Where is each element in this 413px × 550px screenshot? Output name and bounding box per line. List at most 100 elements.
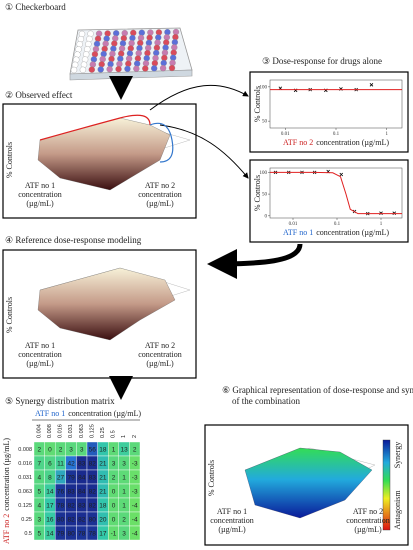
arrow (207, 243, 303, 279)
well (110, 45, 117, 52)
row-label: 0.125 (18, 503, 32, 509)
cell-value: -1 (111, 530, 117, 537)
well (129, 34, 136, 42)
plot-frame (269, 167, 403, 219)
x-tick-label: 1 (385, 132, 388, 137)
axis-label: (µg/mL) (354, 525, 382, 534)
arrow (159, 124, 249, 179)
x-tick-label: 0.01 (281, 132, 290, 137)
cell-value: 3 (112, 460, 116, 467)
column-label: 0.5 (111, 430, 117, 438)
well (127, 45, 134, 52)
fit-line (270, 171, 402, 215)
well (120, 35, 127, 42)
cell-value: -4 (132, 516, 138, 523)
cell-value: 82 (89, 460, 97, 467)
cell-value: 83 (78, 502, 86, 509)
column-label: 0.125 (89, 424, 95, 438)
cell-value: 6 (48, 460, 52, 467)
cell-value: 5 (37, 530, 41, 537)
well (80, 61, 88, 68)
well (133, 65, 140, 72)
well (124, 65, 131, 73)
well (98, 61, 105, 68)
text-part: (µg/mL) (2, 438, 11, 466)
cell-value: 79 (67, 474, 75, 481)
cell-value: 3 (69, 446, 73, 453)
text-part: ATF no 2 (2, 514, 11, 544)
cell-value: 1 (122, 502, 126, 509)
cell-value: 76 (57, 488, 65, 495)
section-title: ③ Dose-response for drugs alone (262, 56, 382, 66)
plate (69, 27, 193, 81)
well (108, 55, 115, 63)
axis-label: ATF no 1 concentration (µg/mL) (35, 409, 141, 418)
y-axis-label: % Controls (253, 175, 262, 211)
y-tick-label: 100 (260, 85, 268, 90)
axis-label: ATF no 2 (145, 341, 175, 350)
cell-value: 13 (120, 446, 128, 453)
well (103, 35, 110, 42)
axis-label: ATF no 2 (145, 181, 175, 190)
axis-label: ATF no 2 concentration(µg/mL) (2, 438, 11, 544)
well (118, 45, 126, 52)
column-label: 1 (121, 435, 127, 438)
column-label: 0.031 (68, 424, 74, 438)
well (90, 56, 98, 63)
well (116, 60, 123, 68)
well (70, 66, 78, 74)
cell-value: 3 (80, 446, 84, 453)
cell-value: 20 (99, 516, 107, 523)
cell-value: 17 (99, 530, 107, 537)
row-label: 0.25 (21, 517, 32, 523)
cell-value: 16 (46, 516, 54, 523)
well (128, 40, 135, 47)
well (91, 51, 99, 58)
cell-value: 56 (89, 446, 97, 453)
text-part: ATF no 1 (35, 409, 65, 418)
well (151, 65, 158, 72)
y-axis-label: % Controls (207, 460, 216, 496)
cell-value: 21 (99, 488, 107, 495)
cell-value: 7 (37, 460, 41, 467)
cell-value: -4 (132, 530, 138, 537)
cell-value: 14 (46, 488, 54, 495)
cell-value: 21 (99, 474, 107, 481)
well (130, 29, 137, 37)
section-title: ⑤ Synergy distribution matrix (5, 396, 115, 406)
cell-value: 80 (57, 516, 65, 523)
axis-label: (µg/mL) (26, 199, 54, 208)
well (74, 51, 81, 58)
cell-value: 78 (57, 502, 65, 509)
cell-value: 78 (78, 530, 86, 537)
y-tick-label: 0 (265, 214, 268, 219)
cell-value: 18 (99, 502, 107, 509)
axis-label: concentration (346, 516, 390, 525)
cell-value: 3 (37, 516, 41, 523)
axis-label: ATF no 1 (25, 341, 55, 350)
well (79, 66, 87, 73)
y-axis-label: % Controls (5, 297, 14, 333)
section-title: of the combination (232, 396, 300, 406)
cell-value: 27 (57, 474, 65, 481)
well (168, 64, 176, 72)
cell-value: 83 (89, 474, 97, 481)
surface-synergy (244, 447, 376, 519)
text-part: (µg/mL) (114, 409, 142, 418)
cell-value: 80 (89, 516, 97, 523)
row-label: 0.5 (24, 531, 32, 537)
cell-value: 1 (112, 446, 116, 453)
cell-value: 79 (57, 530, 65, 537)
well (95, 30, 103, 37)
cell-value: 2 (37, 446, 41, 453)
well (77, 35, 85, 43)
well (104, 30, 111, 37)
row-label: 0.016 (18, 461, 32, 467)
well (83, 51, 90, 58)
well (71, 61, 79, 69)
well (93, 40, 101, 48)
x-axis-label: ATF no 2 concentration (µg/mL) (283, 138, 389, 147)
cell-value: 21 (99, 460, 107, 467)
axis-label: concentration (210, 516, 254, 525)
